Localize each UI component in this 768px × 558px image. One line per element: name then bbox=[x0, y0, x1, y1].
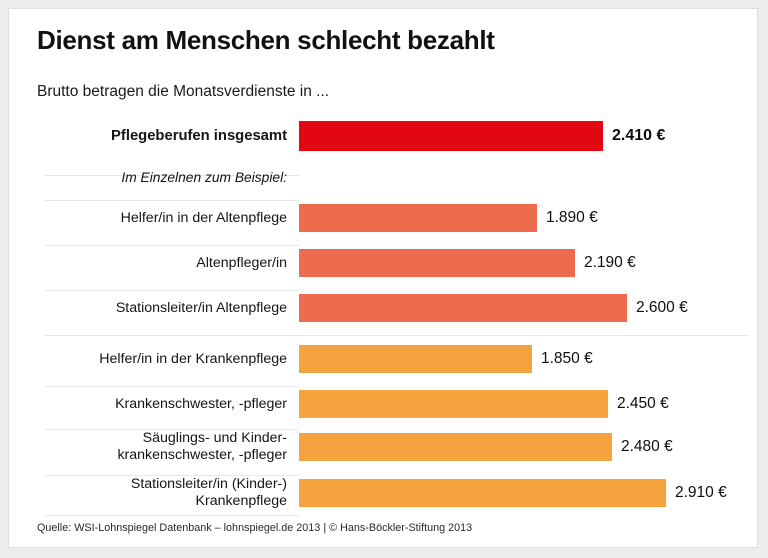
bar bbox=[299, 345, 532, 373]
bar bbox=[299, 121, 603, 151]
bar-value: 2.480 € bbox=[621, 438, 673, 455]
row-divider bbox=[45, 290, 299, 291]
bar-value: 2.600 € bbox=[636, 299, 688, 316]
bar bbox=[299, 390, 608, 418]
page-title: Dienst am Menschen schlecht bezahlt bbox=[37, 25, 495, 55]
bar-value: 2.450 € bbox=[617, 395, 669, 412]
section-note: Im Einzelnen zum Beispiel: bbox=[121, 170, 287, 185]
chart-subtitle: Brutto betragen die Monatsverdienste in … bbox=[37, 83, 330, 100]
row-divider bbox=[45, 515, 299, 516]
row-divider bbox=[45, 245, 299, 246]
bar bbox=[299, 479, 666, 507]
bar-label: Krankenschwester, -pfleger bbox=[115, 395, 287, 412]
bar-label: Säuglings- und Kinder- krankenschwester,… bbox=[117, 430, 287, 463]
bar-value: 2.910 € bbox=[675, 484, 727, 501]
row-divider bbox=[45, 475, 299, 476]
bar-value: 1.890 € bbox=[546, 209, 598, 226]
row-divider bbox=[45, 175, 299, 176]
bar bbox=[299, 249, 575, 277]
bar-value: 2.190 € bbox=[584, 254, 636, 271]
row-divider bbox=[45, 200, 299, 201]
bar bbox=[299, 433, 612, 461]
bar bbox=[299, 204, 537, 232]
bar-chart: Im Einzelnen zum Beispiel: Pflegeberufen … bbox=[9, 117, 759, 516]
bar-label: Stationsleiter/in (Kinder-) Krankenpfleg… bbox=[130, 476, 287, 509]
bar-label: Altenpfleger/in bbox=[196, 254, 287, 271]
source-note: Quelle: WSI-Lohnspiegel Datenbank – lohn… bbox=[37, 522, 473, 534]
chart-card: Dienst am Menschen schlecht bezahlt Brut… bbox=[8, 8, 758, 548]
row-divider bbox=[45, 335, 749, 336]
bar-label: Pflegeberufen insgesamt bbox=[111, 127, 287, 144]
bar-label: Stationsleiter/in Altenpflege bbox=[115, 299, 287, 316]
bar-value: 2.410 € bbox=[612, 127, 666, 144]
row-divider bbox=[45, 429, 299, 430]
row-divider bbox=[45, 386, 299, 387]
bar-label: Helfer/in in der Krankenpflege bbox=[99, 350, 287, 367]
bar-label: Helfer/in in der Altenpflege bbox=[120, 209, 287, 226]
bar bbox=[299, 294, 627, 322]
bar-value: 1.850 € bbox=[541, 350, 593, 367]
